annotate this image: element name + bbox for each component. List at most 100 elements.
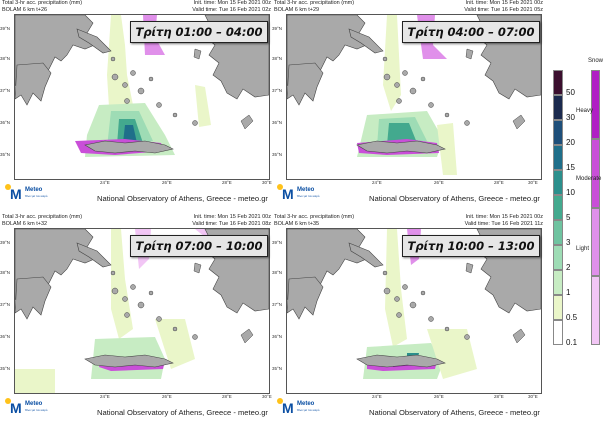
legend-swatch (553, 270, 563, 295)
time-window-title: Τρίτη 04:00 – 07:00 (402, 21, 540, 43)
m-icon: M (282, 186, 294, 202)
valid-time: Valid time: Tue 16 Feb 2021 08z (192, 220, 271, 227)
lat-label: 38°N (272, 56, 283, 61)
intensity-heavy: Heavy (576, 108, 594, 114)
legend-level-label: 5 (566, 213, 571, 222)
sun-icon (5, 398, 11, 404)
valid-time: Valid time: Tue 16 Feb 2021 11z (464, 220, 543, 227)
panel-header-left: Total 3-hr acc. precipitation (mm) BOLAM… (274, 214, 354, 227)
lat-label: 35°N (272, 152, 283, 157)
lat-label: 36°N (272, 120, 283, 125)
lon-label: 30°E (262, 180, 272, 185)
panel-header-right: Init. time: Mon 15 Feb 2021 00z Valid ti… (464, 0, 543, 13)
legend-swatch (553, 70, 563, 95)
panel-header-left: Total 3-hr acc. precipitation (mm) BOLAM… (2, 214, 82, 227)
lon-label: 30°E (528, 394, 538, 399)
panel-header-right: Init. time: Mon 15 Feb 2021 00z Valid ti… (465, 214, 543, 227)
legend-level-label: 15 (566, 163, 575, 172)
legend-swatch (553, 295, 563, 320)
snow-swatch (591, 138, 600, 208)
snow-swatch (591, 207, 600, 277)
intensity-light: Light (576, 246, 590, 252)
map-panel-1: Total 3-hr acc. precipitation (mm) BOLAM… (0, 0, 273, 206)
lon-label: 28°E (222, 394, 232, 399)
product-label: Total 3-hr acc. precipitation (mm) (274, 214, 355, 220)
logo-name: Meteo (25, 401, 43, 407)
lat-label: 38°N (0, 270, 11, 275)
model-label: BOLAM 6 km t+26 (2, 6, 48, 13)
init-time: Init. time: Mon 15 Feb 2021 00z (465, 0, 543, 6)
lat-label: 39°N (0, 240, 11, 245)
legend-swatch (553, 145, 563, 170)
legend-level-label: 20 (566, 138, 575, 147)
time-window-title: Τρίτη 10:00 – 13:00 (402, 235, 540, 257)
legend-swatch (553, 95, 563, 120)
meteo-logo: M Meteo Όλοι για τον καιρό (277, 398, 320, 416)
model-label: BOLAM 6 km t+29 (274, 6, 320, 13)
meteo-logo: M Meteo Όλοι για τον καιρό (5, 398, 48, 416)
snow-swatch (591, 276, 600, 345)
precipitation-legend: Snow 50 30 20 15 10 5 3 2 1 0.5 0.1 Heavy Moderate… (548, 58, 608, 360)
logo-tagline: Όλοι για τον καιρό (25, 408, 48, 412)
init-time: Init. time: Mon 15 Feb 2021 00z (193, 214, 271, 220)
lon-label: 26°E (162, 180, 172, 185)
lon-label: 24°E (100, 394, 110, 399)
snow-legend-title: Snow (588, 58, 604, 64)
meteo-logo: M Meteo Όλοι για τον καιρό (277, 184, 320, 202)
logo-name: Meteo (297, 187, 315, 193)
legend-swatch (553, 220, 563, 245)
lon-label: 28°E (494, 180, 504, 185)
lat-label: 38°N (272, 270, 283, 275)
legend-swatch (553, 170, 563, 195)
sun-icon (5, 184, 11, 190)
legend-level-label: 1 (566, 288, 571, 297)
logo-tagline: Όλοι για τον καιρό (297, 408, 320, 412)
init-time: Init. time: Mon 15 Feb 2021 00z (465, 214, 543, 220)
valid-time: Valid time: Tue 16 Feb 2021 02z (192, 6, 271, 13)
lon-label: 30°E (262, 394, 272, 399)
time-window-title: Τρίτη 07:00 – 10:00 (130, 235, 268, 257)
lon-label: 24°E (100, 180, 110, 185)
panel-header-left: Total 3-hr acc. precipitation (mm) BOLAM… (2, 0, 82, 13)
lon-label: 24°E (372, 180, 382, 185)
legend-level-label: 3 (566, 238, 571, 247)
lat-label: 37°N (272, 88, 283, 93)
intensity-moderate: Moderate (576, 176, 602, 182)
lat-label: 35°N (272, 366, 283, 371)
legend-level-label: 50 (566, 88, 575, 97)
legend-level-label: 10 (566, 188, 575, 197)
lat-label: 37°N (272, 302, 283, 307)
footer-credit: National Observatory of Athens, Greece -… (369, 408, 540, 417)
logo-tagline: Όλοι για τον καιρό (297, 194, 320, 198)
panel-header-right: Init. time: Mon 15 Feb 2021 00z Valid ti… (192, 214, 271, 227)
model-label: BOLAM 6 km t+35 (274, 220, 320, 227)
snow-swatch (591, 70, 600, 139)
legend-level-label: 30 (566, 113, 575, 122)
lat-label: 37°N (0, 88, 11, 93)
footer-credit: National Observatory of Athens, Greece -… (369, 194, 540, 203)
map-panel-3: Total 3-hr acc. precipitation (mm) BOLAM… (0, 214, 273, 420)
m-icon: M (282, 400, 294, 416)
logo-name: Meteo (25, 187, 43, 193)
lat-label: 39°N (272, 26, 283, 31)
lon-label: 26°E (434, 394, 444, 399)
lat-label: 39°N (272, 240, 283, 245)
lat-label: 37°N (0, 302, 11, 307)
sun-icon (277, 184, 283, 190)
lat-label: 36°N (0, 120, 11, 125)
logo-name: Meteo (297, 401, 315, 407)
logo-tagline: Όλοι για τον καιρό (25, 194, 48, 198)
legend-level-label: 0.1 (566, 338, 578, 347)
lon-label: 28°E (494, 394, 504, 399)
product-label: Total 3-hr acc. precipitation (mm) (2, 214, 83, 220)
lon-label: 30°E (528, 180, 538, 185)
lon-label: 28°E (222, 180, 232, 185)
legend-swatch (553, 320, 563, 345)
init-time: Init. time: Mon 15 Feb 2021 00z (193, 0, 271, 6)
legend-swatch (553, 195, 563, 220)
legend-swatch (553, 120, 563, 145)
product-label: Total 3-hr acc. precipitation (mm) (274, 0, 355, 6)
lon-label: 26°E (434, 180, 444, 185)
lat-label: 36°N (272, 334, 283, 339)
sun-icon (277, 398, 283, 404)
